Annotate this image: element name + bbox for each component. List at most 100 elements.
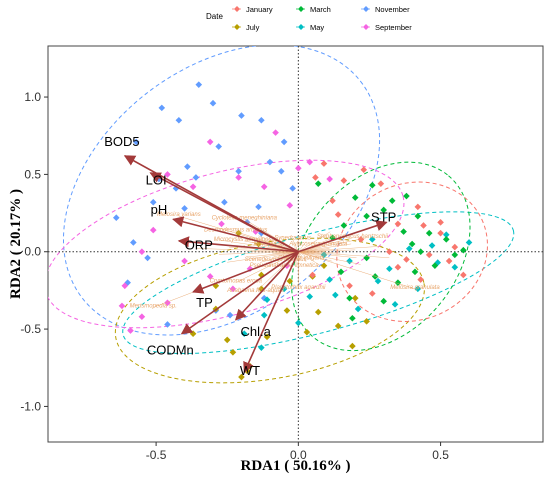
point-may	[326, 276, 333, 283]
point-july	[283, 307, 291, 314]
ellipse-january	[336, 181, 488, 322]
point-july	[212, 282, 220, 290]
point-january	[394, 220, 402, 228]
point-november	[158, 104, 166, 112]
point-may	[280, 285, 288, 293]
arrow-ph	[172, 216, 299, 253]
point-january	[309, 271, 316, 279]
point-march	[403, 192, 410, 200]
point-september	[149, 226, 157, 234]
point-january	[414, 203, 422, 211]
point-january	[369, 290, 376, 297]
species-label-merismopedia-sp: Merismopedia sp.	[130, 303, 177, 309]
point-march	[314, 180, 322, 187]
y-tick-label: -1.0	[20, 399, 41, 413]
point-september	[121, 282, 129, 290]
point-march	[388, 197, 396, 204]
env-label-tp: TP	[196, 295, 213, 310]
species-label-planktothrix-agardhii: Planktothrix agardhii	[271, 285, 326, 291]
species-ray-melosira-granulata	[298, 251, 416, 290]
point-november	[277, 167, 285, 175]
point-july	[314, 308, 322, 316]
env-label-stp: STP	[371, 210, 396, 225]
point-november	[221, 198, 228, 206]
point-march	[363, 212, 370, 220]
point-may	[346, 257, 353, 265]
point-november	[164, 321, 171, 328]
legend-label-september: September	[375, 23, 412, 32]
point-september	[181, 257, 188, 265]
y-tick-label: 0.0	[24, 245, 41, 259]
point-july	[351, 294, 359, 302]
point-may	[306, 293, 314, 300]
point-may	[258, 344, 265, 351]
point-march	[431, 262, 439, 269]
point-september	[206, 138, 214, 146]
point-november	[266, 158, 274, 166]
legend-key-july	[234, 24, 240, 30]
species-ray	[298, 237, 366, 252]
point-september	[229, 285, 237, 293]
point-november	[132, 138, 140, 146]
point-march	[417, 248, 424, 256]
legend-label-march: March	[310, 5, 331, 14]
point-january	[420, 222, 427, 229]
ellipse-march	[291, 161, 471, 352]
point-january	[437, 229, 444, 237]
point-september	[164, 171, 171, 178]
arrow-orp	[177, 236, 299, 253]
point-november	[238, 112, 245, 119]
point-january	[334, 211, 342, 218]
reference-lines	[48, 46, 543, 442]
point-march	[451, 251, 459, 259]
legend-key-january	[234, 6, 240, 12]
point-january	[329, 197, 336, 204]
species-ray	[298, 249, 356, 252]
point-january	[417, 276, 424, 283]
legend-title: Date	[206, 12, 223, 21]
point-september	[138, 313, 146, 321]
point-september	[306, 158, 314, 166]
legend-label-november: November	[375, 5, 410, 14]
point-january	[360, 166, 368, 174]
point-november	[195, 81, 203, 88]
arrow-codmn	[180, 251, 299, 335]
species-ray	[298, 245, 383, 252]
species-label-melosira-varians: Melosira varians	[157, 212, 201, 218]
point-may	[374, 277, 382, 285]
point-march	[369, 181, 376, 189]
point-september	[286, 202, 294, 209]
species-label-cyclotella-meneghiniana: Cyclotella meneghiniana	[212, 215, 278, 221]
point-march	[394, 279, 402, 286]
point-january	[445, 257, 453, 265]
point-november	[289, 185, 296, 192]
arrow-wt	[243, 251, 300, 374]
y-tick-label: 0.5	[24, 167, 41, 181]
environmental-labels: BOD5 LOI pH ORP STP TP CODMn Chl.a WT	[104, 134, 396, 378]
species-ray-chlorella-vulgaris	[298, 251, 302, 260]
env-label-ph: pH	[151, 202, 168, 217]
species-ray	[298, 251, 390, 259]
legend-key-september	[363, 24, 369, 30]
point-may	[451, 263, 459, 271]
point-may	[405, 245, 413, 252]
point-november	[258, 116, 265, 124]
point-november	[184, 163, 191, 170]
point-may	[332, 291, 339, 299]
point-july	[263, 333, 271, 341]
point-september	[127, 327, 134, 334]
point-november	[149, 198, 157, 206]
y-tick-label: 1.0	[24, 90, 41, 104]
species-ray	[227, 251, 299, 263]
point-july	[349, 342, 356, 350]
point-march	[411, 268, 419, 276]
point-march	[349, 314, 356, 322]
point-november	[255, 203, 262, 211]
confidence-ellipses	[48, 46, 515, 384]
point-may	[354, 305, 362, 313]
species-label-stephanodiscus-hantzschii: Stephanodiscus hantzschii	[317, 234, 389, 240]
point-march	[408, 240, 416, 248]
species-label-melosira-granulata: Melosira granulata	[390, 285, 440, 291]
point-may	[414, 285, 422, 293]
point-november	[112, 214, 120, 222]
